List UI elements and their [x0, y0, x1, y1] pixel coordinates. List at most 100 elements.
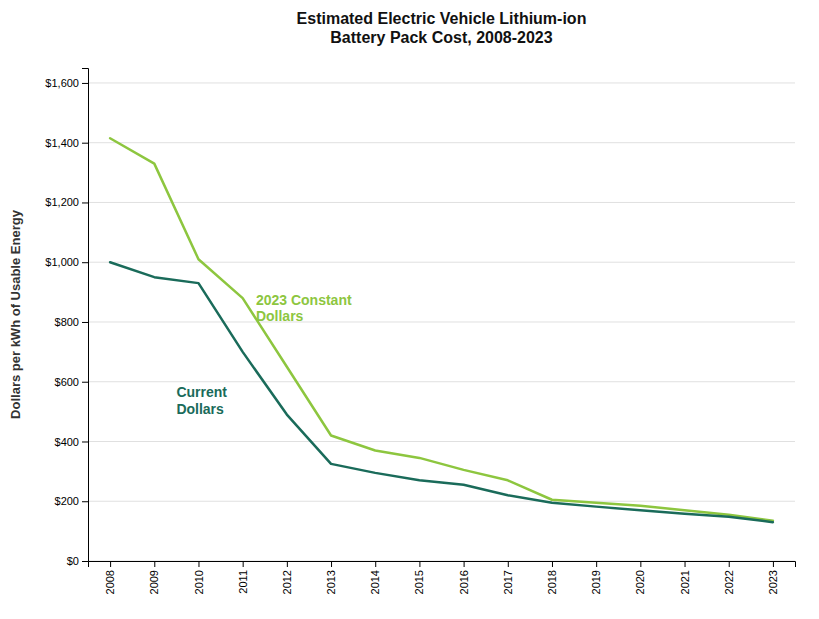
y-tick: $800	[55, 316, 88, 328]
annotation: 2023 ConstantDollars	[256, 292, 352, 325]
x-tick: 2008	[104, 561, 116, 594]
x-tick: 2017	[502, 561, 514, 594]
x-tick-mark	[331, 561, 332, 567]
x-tick-mark	[464, 561, 465, 567]
grid-line	[88, 321, 795, 322]
x-tick-mark	[243, 561, 244, 567]
grid-line	[88, 501, 795, 502]
x-axis: 2008 2009 2010 2011 2012 2013 2014 2015 2016 2017…	[89, 561, 796, 594]
title: Estimated Electric Vehicle Lithium-ion Ba…	[297, 10, 587, 46]
x-tick-label: 2014	[369, 570, 381, 594]
x-tick-label: 2009	[148, 570, 160, 594]
x-tick: 2021	[679, 561, 691, 594]
y-tick: $200	[55, 495, 88, 507]
y-tick: $1,200	[45, 196, 88, 208]
y-tick: $600	[55, 376, 88, 388]
x-tick-label: 2022	[723, 570, 735, 594]
x-tick-mark	[508, 561, 509, 567]
y-axis-title: Dollars per kWh of Usable Energy	[8, 209, 23, 419]
y-tick-mark	[82, 441, 88, 442]
lines	[110, 138, 773, 522]
chart: Estimated Electric Vehicle Lithium-ion Ba…	[0, 0, 819, 619]
y-tick-label: $1,600	[45, 77, 79, 89]
x-tick-label: 2012	[281, 570, 293, 594]
x-tick-mark	[198, 561, 199, 567]
y-tick-label: $1,400	[45, 137, 79, 149]
x-axis-line	[89, 562, 796, 568]
y-tick-label: $1,200	[45, 196, 79, 208]
title-line: Estimated Electric Vehicle Lithium-ion	[297, 10, 587, 27]
x-tick-label: 2008	[104, 570, 116, 594]
grid-line	[88, 262, 795, 263]
grid-line	[88, 82, 795, 83]
y-tick: $1,400	[45, 137, 88, 149]
y-tick-mark	[82, 501, 88, 502]
grid-line	[88, 202, 795, 203]
y-tick-mark	[82, 382, 88, 383]
y-tick: $1,600	[45, 77, 88, 89]
x-tick-mark	[640, 561, 641, 567]
x-tick-mark	[287, 561, 288, 567]
x-tick: 2011	[237, 561, 249, 594]
x-tick-mark	[419, 561, 420, 567]
x-tick-mark	[375, 561, 376, 567]
annotations: 2023 ConstantDollarsCurrentDollars	[176, 292, 352, 417]
y-tick-label: $400	[55, 436, 79, 448]
y-axis: $0 $200 $400 $600 $800 $1,000 $1,200 $1,400 $1,6…	[45, 69, 88, 568]
y-tick-label: $0	[67, 555, 79, 567]
x-tick-label: 2015	[413, 570, 425, 594]
x-tick-mark	[596, 561, 597, 567]
y-tick-mark	[82, 83, 88, 84]
x-tick-mark	[154, 561, 155, 567]
y-tick: $1,000	[45, 256, 88, 268]
x-tick: 2010	[192, 561, 204, 594]
annotation: CurrentDollars	[176, 384, 227, 417]
x-tick: 2023	[767, 561, 779, 594]
series-line	[110, 262, 773, 522]
y-tick-label: $800	[55, 316, 79, 328]
plot: 2008 2009 2010 2011 2012 2013 2014 2015 2016 2017…	[45, 69, 795, 595]
y-tick-mark	[82, 262, 88, 263]
y-axis-line	[82, 69, 89, 562]
y-tick-mark	[82, 322, 88, 323]
x-tick-mark	[110, 561, 111, 567]
grid	[88, 83, 795, 561]
y-tick-mark	[82, 143, 88, 144]
x-tick: 2022	[723, 561, 735, 594]
x-tick-label: 2011	[237, 570, 249, 594]
y-tick-label: $200	[55, 495, 79, 507]
x-tick: 2016	[458, 561, 470, 594]
x-tick-label: 2016	[458, 570, 470, 594]
x-tick: 2013	[325, 561, 337, 594]
x-tick-label: 2013	[325, 570, 337, 594]
grid-line	[88, 441, 795, 442]
x-tick-label: 2019	[590, 570, 602, 594]
title-line: Battery Pack Cost, 2008-2023	[330, 29, 552, 46]
annotation-line: Dollars	[176, 401, 224, 417]
x-tick-mark	[552, 561, 553, 567]
x-tick: 2019	[590, 561, 602, 594]
y-tick: $400	[55, 436, 88, 448]
annotation-line: Dollars	[256, 308, 304, 324]
series-line	[110, 138, 773, 520]
grid-line	[88, 381, 795, 382]
x-tick-label: 2010	[192, 570, 204, 594]
annotation-line: 2023 Constant	[256, 292, 352, 308]
y-tick-label: $1,000	[45, 256, 79, 268]
x-tick-label: 2018	[546, 570, 558, 594]
grid-line	[88, 142, 795, 143]
y-tick-label: $600	[55, 376, 79, 388]
x-tick: 2014	[369, 561, 381, 594]
y-tick-mark	[82, 202, 88, 203]
y-tick-mark	[82, 561, 88, 562]
x-tick: 2012	[281, 561, 293, 594]
x-tick: 2018	[546, 561, 558, 594]
x-tick: 2020	[634, 561, 646, 594]
x-tick-mark	[685, 561, 686, 567]
y-tick: $0	[67, 555, 88, 567]
x-tick-label: 2021	[679, 570, 691, 594]
x-tick-label: 2020	[634, 570, 646, 594]
annotation-line: Current	[176, 384, 227, 400]
x-tick-label: 2023	[767, 570, 779, 594]
x-tick-label: 2017	[502, 570, 514, 594]
